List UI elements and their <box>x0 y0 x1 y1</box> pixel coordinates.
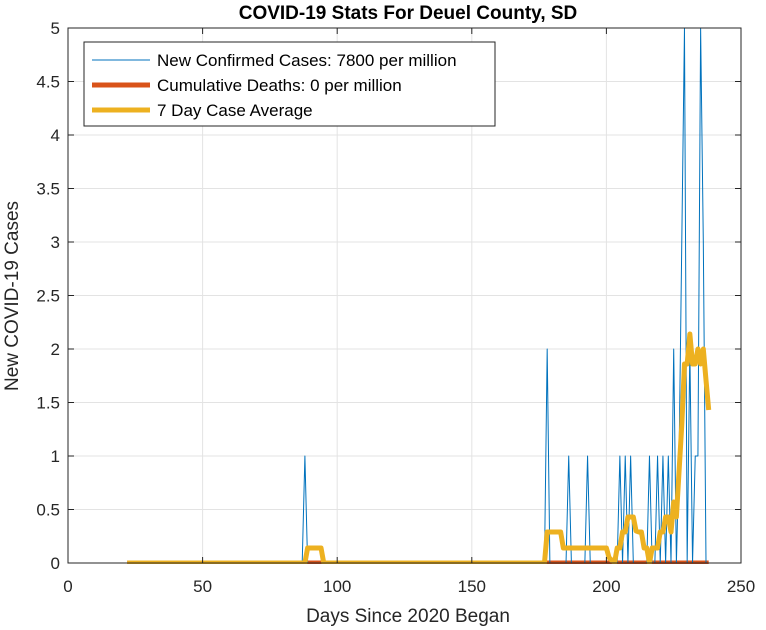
y-tick-label: 0 <box>51 554 60 573</box>
legend-entry-deaths-label: Cumulative Deaths: 0 per million <box>157 76 402 95</box>
y-tick-label: 0.5 <box>36 501 60 520</box>
x-axis-label: Days Since 2020 Began <box>306 606 510 627</box>
y-tick-label: 4 <box>51 126 60 145</box>
new-cases-line <box>127 27 709 564</box>
legend: New Confirmed Cases: 7800 per million Cum… <box>83 41 496 127</box>
legend-entry-new-cases-label: New Confirmed Cases: 7800 per million <box>157 51 457 70</box>
y-axis-label: New COVID-19 Cases <box>2 201 23 391</box>
x-tick-label: 50 <box>193 577 212 596</box>
y-tick-label: 4.5 <box>36 73 60 92</box>
y-tick-label: 3.5 <box>36 180 60 199</box>
legend-box <box>83 41 496 127</box>
y-tick-label: 2 <box>51 340 60 359</box>
chart-title: COVID-19 Stats For Deuel County, SD <box>239 3 578 24</box>
x-tick-label: 150 <box>458 577 486 596</box>
x-tick-label: 250 <box>727 577 755 596</box>
y-tick-label: 3 <box>51 233 60 252</box>
x-tick-label: 0 <box>63 577 72 596</box>
y-tick-label: 5 <box>51 19 60 38</box>
seven-day-average-line <box>127 331 712 564</box>
y-tick-label: 1.5 <box>36 394 60 413</box>
y-tick-label: 2.5 <box>36 287 60 306</box>
x-tick-label: 100 <box>323 577 351 596</box>
y-tick-label: 1 <box>51 447 60 466</box>
x-tick-label: 200 <box>592 577 620 596</box>
legend-entry-average-label: 7 Day Case Average <box>157 101 313 120</box>
ticks: 0 50 100 150 200 250 0 0.5 1 1.5 2 2.5 3 3.5 4 4.5 5 <box>36 19 755 596</box>
